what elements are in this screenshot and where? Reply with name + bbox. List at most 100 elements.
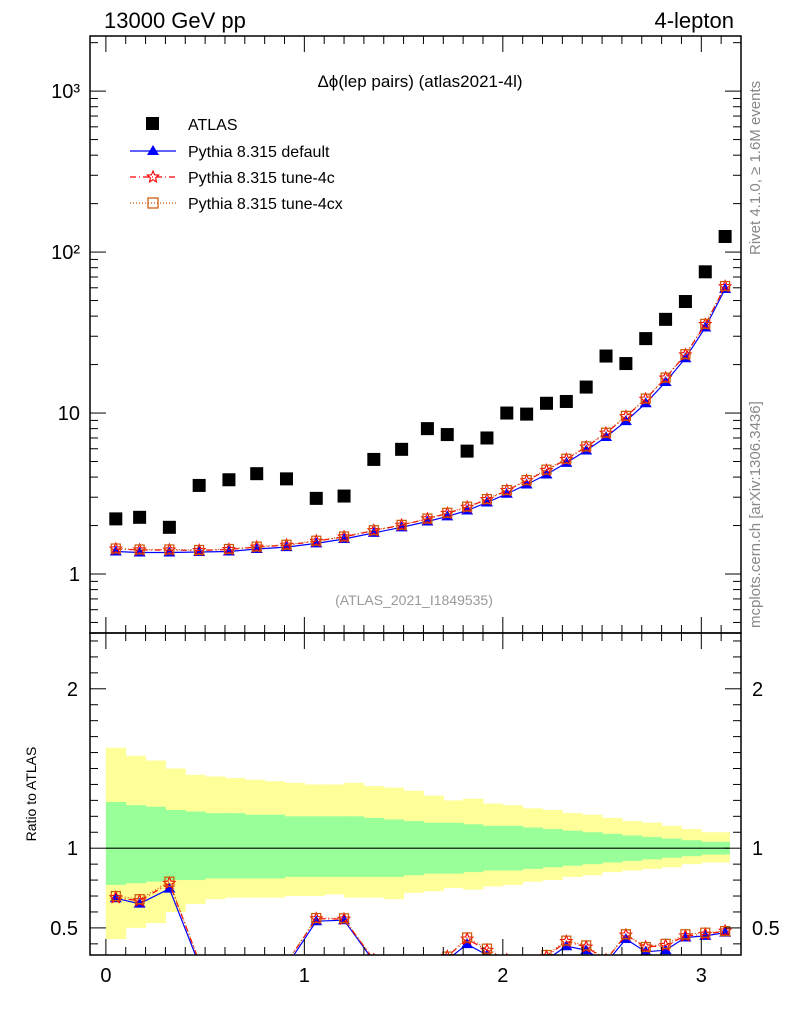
ratio-point-pythia-8-315-tune-4cx: [720, 925, 731, 937]
ratio-point-pythia-8-315-default: [280, 960, 292, 970]
main-point-pythia-8-315-tune-4cx: [223, 543, 235, 555]
main-point-pythia-8-315-tune-4cx: [680, 349, 691, 360]
main-point-pythia-8-315-tune-4cx: [368, 525, 379, 536]
legend-label-tune4cx: Pythia 8.315 tune-4cx: [188, 196, 343, 213]
ratio-point-pythia-8-315-tune-4cx: [110, 890, 121, 902]
band-inner: [224, 813, 246, 879]
main-point-pythia-8-315-tune-4cx: [194, 544, 205, 556]
band-inner: [344, 816, 365, 877]
main-point-pythia-8-315-tune-4cx: [720, 280, 731, 292]
ratio-point-pythia-8-315-tune-4cx: [561, 935, 572, 946]
main-point-atlas: [162, 520, 176, 534]
ratio-point-pythia-8-315-tune-4c: [251, 959, 262, 970]
x-tick-label: 3: [696, 965, 707, 987]
process-label: 4-lepton: [654, 8, 734, 33]
ratio-point-pythia-8-315-tune-4cx: [134, 894, 145, 905]
band-inner: [264, 814, 286, 879]
y-tick-label: 10³: [51, 81, 80, 103]
ratio-line-pythia-8-315-default: [115, 887, 726, 955]
ratio-point-pythia-8-315-tune-4cx: [397, 957, 406, 966]
ratio-point-pythia-8-315-default: [193, 959, 205, 969]
ratio-point-pythia-8-315-tune-4cx: [522, 957, 531, 966]
ratio-point-pythia-8-315-tune-4cx: [600, 954, 612, 955]
chart-title: Δϕ(lep pairs) (atlas2021-4l): [317, 72, 522, 91]
ratio-point-pythia-8-315-tune-4cx: [462, 932, 473, 943]
band-inner: [105, 801, 127, 885]
band-inner: [165, 809, 186, 881]
legend-label-atlas: ATLAS: [188, 117, 238, 134]
main-point-pythia-8-315-tune-4cx: [700, 318, 711, 329]
main-point-pythia-8-315-tune-4cx: [561, 453, 572, 464]
ratio-y-tick-label-right: 2: [752, 679, 763, 701]
ratio-point-pythia-8-315-tune-4cx: [501, 954, 512, 955]
legend-marker-default: [147, 145, 159, 155]
ratio-panel: 0.5 0.5 1 1 2 2: [50, 632, 780, 972]
main-point-atlas: [279, 472, 293, 486]
main-point-pythia-8-315-tune-4cx: [311, 535, 322, 546]
main-point-atlas: [222, 473, 236, 487]
main-point-atlas: [133, 510, 147, 524]
main-point-pythia-8-315-tune-4cx: [462, 501, 473, 512]
ratio-point-pythia-8-315-tune-4cx: [164, 876, 175, 887]
main-point-pythia-8-315-tune-4cx: [581, 441, 592, 452]
ratio-point-pythia-8-315-tune-4cx: [195, 957, 204, 966]
ratio-point-pythia-8-315-default: [251, 962, 263, 972]
main-point-atlas: [109, 512, 123, 526]
legend-marker-tune4cx: [147, 197, 159, 209]
main-point-pythia-8-315-tune-4cx: [640, 393, 651, 404]
band-inner: [185, 811, 206, 881]
main-point-pythia-8-315-tune-4cx: [422, 513, 433, 524]
main-axes: 1 10 10² 10³: [51, 36, 742, 633]
main-point-pythia-8-315-tune-4cx: [338, 531, 350, 542]
main-point-atlas: [480, 431, 494, 445]
ratio-point-pythia-8-315-default: [659, 944, 672, 955]
main-point-atlas: [250, 467, 264, 481]
main-point-atlas: [420, 422, 434, 436]
ratio-point-pythia-8-315-tune-4cx: [252, 960, 261, 969]
main-point-atlas: [192, 478, 206, 492]
main-point-pythia-8-315-tune-4cx: [660, 372, 671, 383]
ratio-point-pythia-8-315-default: [396, 957, 408, 967]
ratio-point-pythia-8-315-tune-4cx: [311, 912, 322, 924]
analysis-label: (ATLAS_2021_I1849535): [335, 592, 493, 608]
ratio-point-pythia-8-315-tune-4cx: [541, 949, 552, 955]
band-inner: [304, 816, 325, 877]
main-point-atlas: [639, 332, 653, 346]
ratio-y-tick-label-right: 0.5: [752, 918, 780, 940]
main-point-atlas: [367, 452, 381, 466]
band-inner: [363, 817, 385, 877]
energy-label: 13000 GeV pp: [104, 8, 246, 33]
main-point-atlas: [659, 312, 673, 326]
main-point-atlas: [599, 349, 613, 363]
legend-marker-tune4c: [145, 169, 161, 184]
main-point-pythia-8-315-tune-4cx: [521, 475, 532, 486]
main-point-pythia-8-315-tune-4cx: [281, 539, 292, 550]
ratio-point-pythia-8-315-default: [521, 959, 533, 969]
main-point-pythia-8-315-tune-4cx: [501, 485, 512, 496]
main-point-pythia-8-315-tune-4cx: [396, 519, 407, 530]
ratio-point-pythia-8-315-tune-4cx: [481, 943, 493, 954]
band-inner: [125, 805, 147, 884]
ratio-point-pythia-8-315-tune-4cx: [660, 938, 671, 949]
ratio-y-tick-label: 1: [67, 838, 78, 860]
ratio-point-pythia-8-315-tune-4c: [198, 953, 200, 955]
y-tick-label: 10²: [51, 242, 80, 264]
main-point-atlas: [559, 394, 573, 408]
main-point-atlas: [539, 396, 553, 410]
rivet-version-label: Rivet 4.1.0, ≥ 1.6M events: [747, 81, 764, 255]
main-point-atlas: [579, 380, 593, 394]
main-point-atlas: [460, 444, 474, 458]
main-point-atlas: [309, 491, 323, 505]
ratio-point-pythia-8-315-tune-4cx: [680, 929, 691, 940]
ratio-y-tick-label-right: 1: [752, 838, 763, 860]
band-inner: [284, 816, 305, 877]
main-point-pythia-8-315-tune-4cx: [164, 544, 175, 555]
main-line-pythia-8-315-tune-4cx: [115, 285, 726, 551]
main-point-atlas: [718, 229, 732, 243]
legend-marker-atlas: [146, 117, 159, 130]
ratio-y-tick-label: 0.5: [50, 918, 78, 940]
main-point-pythia-8-315-tune-4cx: [134, 544, 145, 555]
band-inner: [145, 806, 166, 882]
main-line-pythia-8-315-default: [115, 288, 726, 554]
